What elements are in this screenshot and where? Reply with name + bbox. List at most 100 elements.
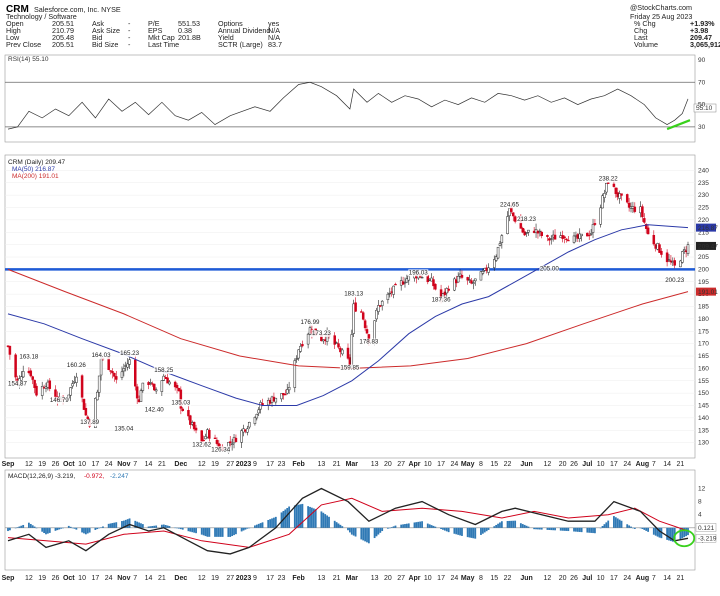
histogram-bar — [407, 523, 410, 528]
histogram-bar — [459, 527, 461, 536]
x-tick-label-bottom: 10 — [424, 575, 432, 582]
histogram-bar — [483, 527, 486, 533]
histogram-bar — [261, 522, 264, 528]
field-label: Mkt Cap — [148, 33, 175, 42]
annotation-bg — [664, 276, 685, 284]
histogram-bar — [605, 522, 608, 528]
histogram-bar — [417, 521, 420, 528]
price-tick-label: 180 — [698, 316, 709, 323]
histogram-bar — [666, 527, 669, 540]
price-tick-label: 235 — [698, 180, 709, 187]
candle-body — [228, 441, 232, 444]
histogram-bar — [481, 527, 484, 534]
histogram-bar — [309, 506, 311, 528]
field-value: N/A — [268, 33, 280, 42]
price-tick-label: 230 — [698, 192, 709, 199]
candle-body — [204, 436, 207, 440]
histogram-bar — [474, 527, 477, 539]
histogram-bar — [535, 527, 537, 530]
candle-body — [134, 359, 137, 387]
histogram-bar — [434, 526, 437, 528]
x-tick-label-bottom: 27 — [226, 575, 234, 582]
histogram-bar — [73, 527, 76, 529]
histogram-bar — [633, 527, 636, 529]
macd-tick-label: 8 — [698, 499, 702, 506]
histogram-bar — [546, 527, 549, 530]
x-tick-label-bottom: 24 — [450, 575, 458, 582]
field-value: +3.98 — [690, 26, 708, 35]
price-tick-label: 155 — [698, 378, 709, 385]
x-tick-label-bottom: 14 — [145, 575, 153, 582]
histogram-bar — [214, 527, 216, 537]
candle-body — [141, 382, 145, 391]
candle-body — [549, 238, 553, 240]
histogram-bar — [375, 527, 378, 537]
field-value: 205.51 — [52, 19, 74, 28]
histogram-bar — [590, 527, 593, 533]
candle-body — [287, 387, 291, 391]
histogram-bar — [284, 509, 287, 528]
histogram-bar — [293, 505, 296, 528]
candle-body — [97, 375, 101, 393]
candle-body — [257, 409, 260, 414]
price-tick-label: 195 — [698, 279, 709, 286]
histogram-bar — [607, 520, 610, 528]
histogram-bar — [124, 519, 127, 528]
histogram-bar — [426, 523, 429, 528]
candle-body — [20, 376, 23, 381]
candle-body — [261, 403, 264, 405]
histogram-bar — [402, 524, 404, 528]
candle-body — [447, 288, 450, 291]
price-annotation: 224.65 — [500, 201, 519, 208]
candle-body — [496, 246, 500, 259]
histogram-bar — [578, 527, 581, 532]
x-axis-bottom: Sep 12 19 26 Oct 10 17 24 Nov 7 14 21 Dec 12 19 27 2023 9… — [2, 575, 685, 582]
histogram-bar — [485, 527, 488, 532]
macd-tick-label: 4 — [698, 512, 702, 519]
histogram-bar — [94, 527, 97, 530]
x-tick-label-top: Apr — [408, 461, 420, 468]
histogram-bar — [671, 527, 674, 542]
histogram-bar — [96, 527, 99, 530]
field-label: Open — [6, 19, 24, 28]
rsi-tick-label: 90 — [698, 57, 706, 64]
histogram-bar — [455, 527, 458, 535]
x-tick-label-bottom: 7 — [652, 575, 656, 582]
candle-body — [202, 439, 205, 442]
histogram-bar — [468, 527, 471, 538]
rsi-tick-label: 70 — [698, 79, 706, 86]
histogram-bar — [519, 523, 522, 528]
annotation-bg — [144, 406, 165, 414]
x-tick-label-top: 8 — [479, 461, 483, 468]
candle-body — [352, 303, 355, 334]
candle-body — [513, 216, 517, 222]
histogram-bar — [242, 527, 245, 531]
x-tick-label-bottom: Jul — [582, 575, 592, 582]
candle-body — [126, 363, 129, 368]
histogram-bar — [533, 527, 536, 530]
x-tick-label-bottom: 9 — [253, 575, 257, 582]
candle-body — [527, 229, 530, 233]
histogram-bar — [681, 527, 684, 539]
candle-body — [120, 371, 124, 378]
field-value: 209.47 — [690, 33, 712, 42]
candle-body — [443, 291, 447, 295]
candle-body — [149, 382, 152, 384]
x-tick-label-bottom: 19 — [38, 575, 46, 582]
histogram-bar — [115, 522, 118, 528]
price-tick-label: 145 — [698, 403, 709, 410]
price-annotation: 163.18 — [19, 353, 38, 360]
histogram-bar — [499, 522, 501, 528]
histogram-bar — [254, 525, 256, 528]
candle-body — [84, 408, 88, 416]
x-tick-label-bottom: Nov — [117, 575, 130, 582]
candle-body — [360, 311, 363, 313]
candle-body — [166, 377, 169, 384]
x-tick-label-top: 20 — [559, 461, 567, 468]
macd-tick-label: 12 — [698, 486, 706, 493]
histogram-bar — [510, 520, 513, 528]
field-label: Yield — [218, 33, 234, 42]
x-tick-label-bottom: 8 — [479, 575, 483, 582]
histogram-bar — [628, 525, 631, 528]
histogram-bar — [7, 527, 9, 532]
